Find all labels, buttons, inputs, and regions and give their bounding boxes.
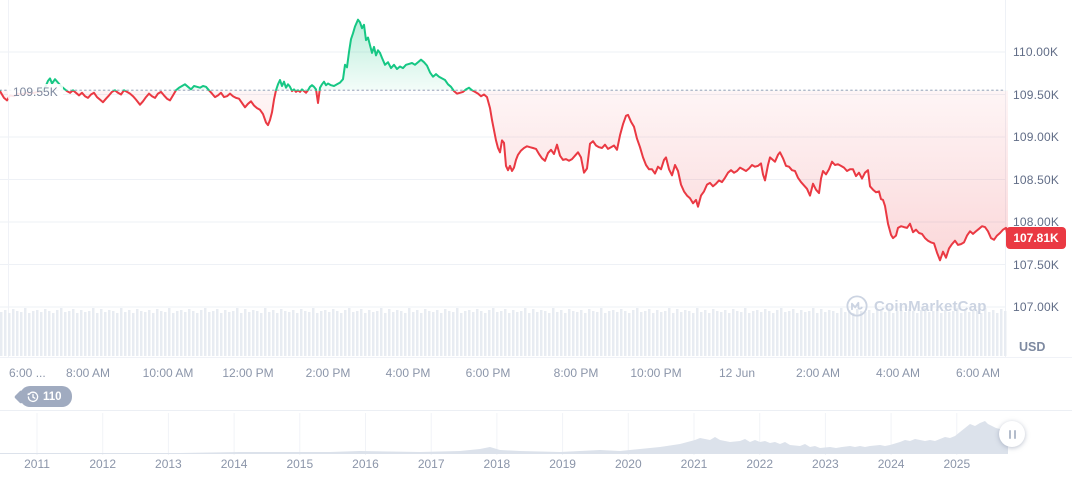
year-label: 2012 — [89, 457, 117, 471]
year-label: 2016 — [352, 457, 379, 471]
year-label: 2022 — [746, 457, 774, 471]
year-label: 2020 — [614, 457, 642, 471]
y-axis-tick-label: 109.50K — [1013, 87, 1060, 102]
pause-bars-icon — [1008, 429, 1011, 439]
x-axis-tick-label: 2:00 PM — [305, 366, 351, 380]
main-price-chart[interactable] — [0, 0, 1072, 410]
x-axis-tick-label: 12 Jun — [718, 366, 756, 380]
year-label: 2011 — [24, 457, 50, 471]
watermark-text: CoinMarketCap — [874, 297, 987, 315]
currency-unit-label: USD — [1019, 340, 1046, 354]
y-axis-tick-label: 110.00K — [1013, 45, 1059, 59]
x-axis-tick-label: 2:00 AM — [795, 366, 841, 380]
year-label: 2017 — [417, 457, 445, 471]
history-badge-count: 110 — [43, 390, 62, 403]
x-axis-tick-label: 10:00 PM — [630, 366, 682, 380]
year-label: 2013 — [155, 457, 182, 471]
y-axis-tick-label: 109.00K — [1013, 130, 1060, 144]
history-badge[interactable]: 110 — [20, 386, 72, 407]
x-axis-tick-label: 8:00 AM — [65, 366, 111, 380]
x-axis-tick-label: 4:00 AM — [875, 366, 921, 380]
y-axis-tick-label: 108.50K — [1013, 172, 1060, 187]
clock-history-icon — [27, 391, 39, 403]
x-axis-tick-label: 12:00 PM — [222, 366, 274, 380]
timeline-minimap[interactable] — [0, 410, 1072, 477]
year-label: 2018 — [483, 457, 511, 471]
last-price-badge: 107.81K — [1006, 227, 1066, 249]
coinmarketcap-logo-icon — [846, 295, 868, 317]
timeline-drag-handle[interactable] — [999, 421, 1025, 447]
y-axis-tick-label: 108.00K — [1013, 215, 1060, 229]
x-axis-tick-label: 10:00 AM — [142, 366, 194, 380]
x-axis-tick-label: 6:00 AM — [955, 366, 1001, 380]
year-label: 2014 — [220, 457, 248, 471]
year-label: 2023 — [812, 457, 839, 471]
year-label: 2024 — [877, 457, 905, 471]
year-label: 2021 — [680, 457, 708, 471]
x-axis-tick-label: 8:00 PM — [553, 366, 599, 380]
year-label: 2025 — [943, 457, 971, 471]
year-label: 2015 — [286, 457, 314, 471]
watermark: CoinMarketCap — [846, 295, 987, 317]
y-axis-tick-label: 107.50K — [1013, 257, 1060, 272]
x-axis-tick-label: 6:00 PM — [465, 366, 511, 380]
x-axis-tick-label: 6:00 ... — [9, 366, 46, 380]
year-label: 2019 — [549, 457, 576, 471]
x-axis-tick-label: 4:00 PM — [385, 366, 431, 380]
y-axis-tick-label: 107.00K — [1013, 300, 1060, 314]
reference-price-tag: 109.55K — [8, 84, 63, 101]
